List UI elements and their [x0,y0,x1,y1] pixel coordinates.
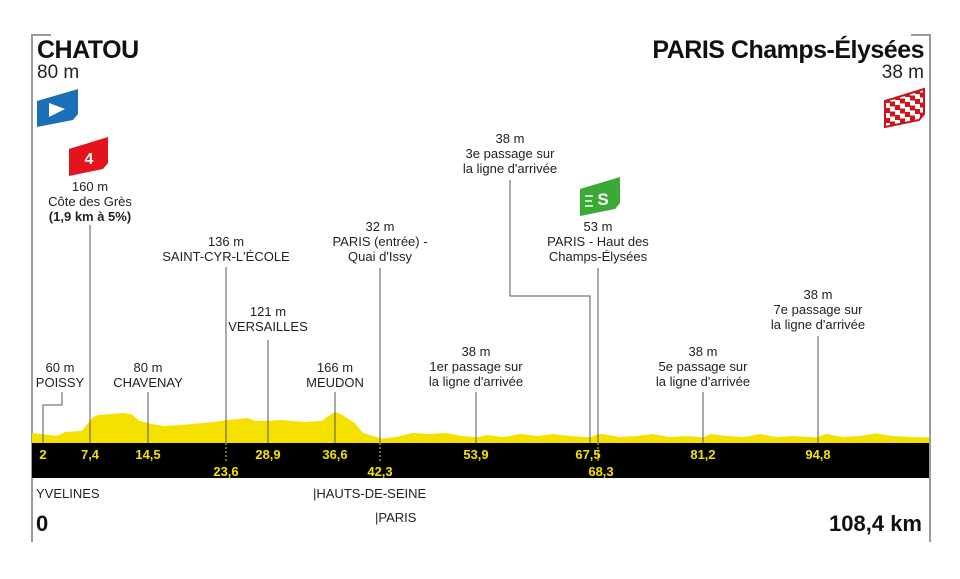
checker-square [910,115,915,121]
checker-square [895,95,900,100]
checker-square [910,105,915,111]
sprint-label: 53 m PARIS - Haut des Champs-Élysées [547,219,649,264]
frame-right [929,34,931,542]
department-hauts-de-seine: |HAUTS-DE-SEINE [313,486,427,501]
checker-square [885,108,890,113]
leader-lines [42,180,819,443]
checker-square [895,89,900,90]
checker-square [910,95,915,101]
point-meudon: 166 m MEUDON [306,360,364,390]
km-marker: 42,3 [367,464,393,479]
checker-square [920,112,924,118]
km-marker: 81,2 [690,447,716,462]
checker-square [915,99,920,104]
km-marker: 23,6 [213,464,239,479]
km-marker: 94,8 [805,447,831,462]
finish-name: PARIS Champs-Élysées [652,36,924,64]
km-marker: 2 [39,447,47,462]
start-name: CHATOU [37,36,139,64]
point-saint-cyr: 136 m SAINT-CYR-L'ÉCOLE [162,234,290,264]
checker-square [885,98,890,103]
checker-square [900,98,905,104]
checker-square [890,111,895,117]
checker-square [915,79,920,84]
point-passage-3: 38 m 3e passage sur la ligne d'arrivée [462,131,558,176]
km-marker: 67,5 [575,447,601,462]
checker-square [920,102,924,108]
climb-label: 160 m Côte des Grès (1,9 km à 5%) [48,179,132,224]
checker-square [910,89,915,91]
distance-start: 0 [36,511,49,536]
checker-square [920,92,924,98]
finish-altitude: 38 m [881,62,924,83]
checker-square [890,91,895,97]
checker-square [915,89,920,94]
checker-square [920,83,925,88]
checker-square [900,118,905,124]
km-marker: 14,5 [135,447,161,462]
km-marker: 36,6 [322,447,348,462]
point-poissy: 60 m POISSY [35,360,85,390]
point-chavenay: 80 m CHAVENAY [113,360,183,390]
checker-square [890,121,895,127]
checker-square [915,109,920,114]
point-passage-5: 38 m 5e passage sur la ligne d'arrivée [655,344,751,389]
checker-square [905,82,910,87]
start-flag-icon [37,89,78,127]
checker-square [895,105,900,110]
svg-text:S: S [597,190,608,209]
km-band [32,443,929,478]
department-yvelines: YVELINES [36,486,100,501]
km-marker: 28,9 [255,447,281,462]
svg-text:4: 4 [85,151,94,168]
climb-category-icon: 4 [69,137,108,176]
point-passage-1: 38 m 1er passage sur la ligne d'arrivée [428,344,524,389]
checker-square [885,89,890,93]
checker-square [905,102,910,107]
checker-square [885,118,890,123]
checker-square [900,108,905,114]
sprint-icon: S [580,177,620,216]
checker-square [890,101,895,107]
checker-square [900,89,905,94]
km-marker: 53,9 [463,447,489,462]
point-versailles: 121 m VERSAILLES [228,304,308,334]
km-marker: 7,4 [80,447,100,462]
km-ticks-lower [225,443,599,463]
frame-left-tick [31,34,51,36]
checkered-flag-icon [884,79,925,129]
km-marker: 68,3 [588,464,614,479]
checker-square [905,92,910,97]
distance-total: 108,4 km [829,511,922,536]
frame-right-tick [911,34,931,36]
elevation-profile [32,411,929,443]
point-paris-entree: 32 m PARIS (entrée) - Quai d'Issy [332,219,428,264]
department-paris: |PARIS [375,510,417,525]
frame-left [31,34,33,542]
checker-square [895,115,900,120]
leader-poissy [42,392,63,443]
start-altitude: 80 m [37,62,80,83]
checker-square [905,112,910,117]
point-passage-7: 38 m 7e passage sur la ligne d'arrivée [770,287,866,332]
